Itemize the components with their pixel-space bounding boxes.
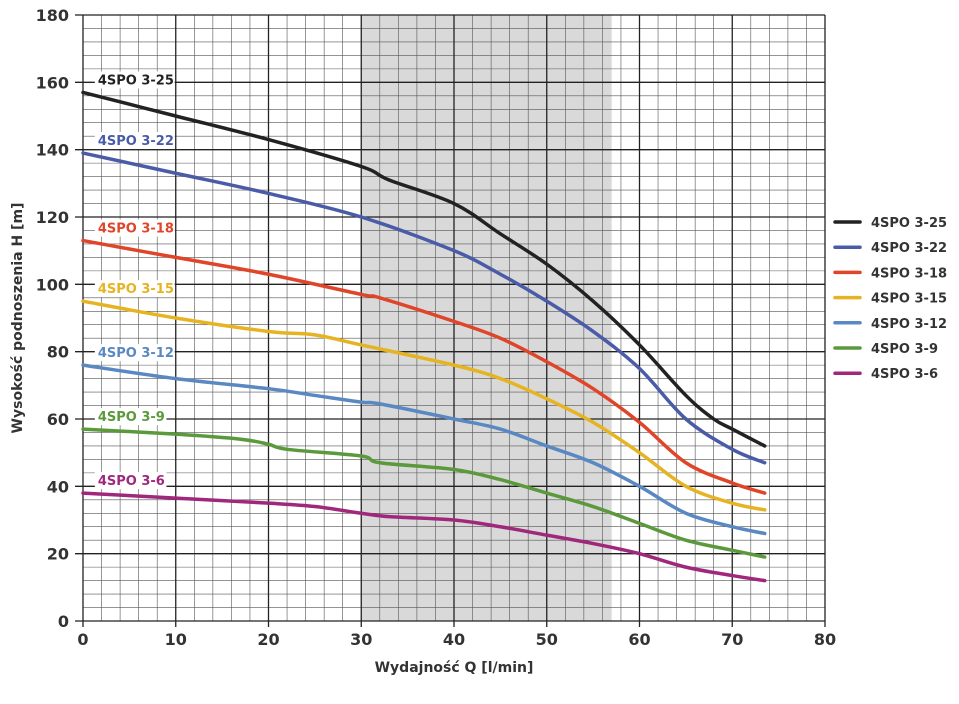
x-tick-label: 50: [536, 630, 558, 649]
x-tick-label: 80: [814, 630, 836, 649]
legend-label: 4SPO 3-12: [871, 317, 947, 332]
series-line: [81, 363, 767, 536]
y-tick-label: 0: [58, 612, 69, 631]
curve-label: 4SPO 3-12: [98, 346, 174, 361]
x-tick-label: 20: [257, 630, 279, 649]
y-tick-label: 40: [47, 477, 69, 496]
y-tick-label: 100: [36, 275, 69, 294]
curve-label-bg: [94, 344, 175, 362]
curve-label-bg: [94, 472, 167, 490]
series-line: [81, 90, 767, 448]
x-tick-label: 70: [721, 630, 743, 649]
x-axis-label: Wydajność Q [l/min]: [375, 660, 534, 676]
legend-label: 4SPO 3-15: [871, 292, 947, 307]
legend-label: 4SPO 3-9: [871, 342, 938, 357]
y-tick-label: 160: [36, 73, 69, 92]
y-tick-label: 120: [36, 208, 69, 227]
series-line: [81, 491, 767, 583]
curve-label-bg: [94, 219, 175, 237]
y-tick-label: 20: [47, 545, 69, 564]
curve-label-bg: [94, 71, 175, 89]
curve-label-bg: [94, 408, 167, 426]
series-line: [81, 238, 767, 495]
y-tick-label: 80: [47, 343, 69, 362]
x-tick-label: 40: [443, 630, 465, 649]
curve-label: 4SPO 3-15: [98, 282, 174, 297]
series-line: [81, 151, 767, 465]
legend-label: 4SPO 3-6: [871, 367, 938, 382]
series-line: [81, 299, 767, 512]
highlight-region: [361, 15, 612, 621]
curve-label: 4SPO 3-25: [98, 73, 174, 88]
y-axis-label: Wysokość podnoszenia H [m]: [10, 203, 26, 434]
series-line: [81, 427, 767, 559]
curve-label: 4SPO 3-22: [98, 134, 174, 149]
x-tick-label: 60: [628, 630, 650, 649]
legend-label: 4SPO 3-18: [871, 266, 947, 281]
legend-label: 4SPO 3-25: [871, 216, 947, 231]
curve-label-bg: [94, 280, 175, 298]
curve-label-bg: [94, 132, 175, 150]
y-tick-label: 60: [47, 410, 69, 429]
x-tick-label: 30: [350, 630, 372, 649]
y-tick-label: 140: [36, 141, 69, 160]
x-tick-label: 10: [165, 630, 187, 649]
y-tick-label: 180: [36, 6, 69, 25]
curve-label: 4SPO 3-18: [98, 222, 174, 237]
curve-label: 4SPO 3-9: [98, 410, 165, 425]
x-tick-label: 0: [77, 630, 88, 649]
curve-label: 4SPO 3-6: [98, 474, 165, 489]
legend-label: 4SPO 3-22: [871, 241, 947, 256]
